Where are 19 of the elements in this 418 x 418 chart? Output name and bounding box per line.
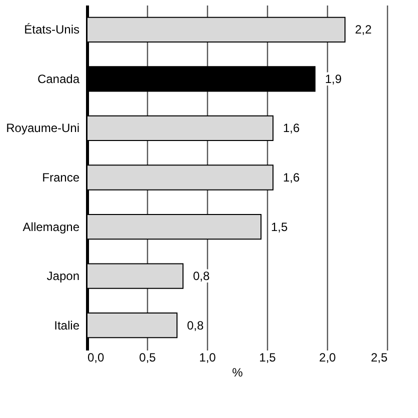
- data-label: 1,6: [283, 121, 300, 136]
- y-tick-label: Allemagne: [22, 220, 80, 234]
- data-label: 2,2: [355, 22, 372, 37]
- data-label: 1,6: [283, 170, 300, 184]
- x-tick-label: 2,0: [319, 350, 336, 364]
- data-label: 0,8: [187, 318, 204, 332]
- x-tick-label: 0,5: [139, 350, 156, 364]
- y-tick-label: États-Unis: [24, 22, 80, 37]
- x-axis-title: %: [232, 366, 244, 380]
- x-tick-label: 2,5: [370, 350, 388, 364]
- y-tick-label: Japon: [46, 269, 80, 284]
- x-tick-label: 1,5: [259, 350, 276, 364]
- y-tick-label: Canada: [37, 72, 80, 86]
- data-label: 1,5: [271, 220, 288, 234]
- x-tick-label: 0,0: [88, 350, 105, 364]
- y-tick-label: France: [42, 170, 80, 184]
- y-tick-label: Italie: [54, 318, 80, 332]
- x-tick-label: 1,0: [199, 350, 216, 364]
- y-tick-label: Royaume-Uni: [6, 121, 80, 136]
